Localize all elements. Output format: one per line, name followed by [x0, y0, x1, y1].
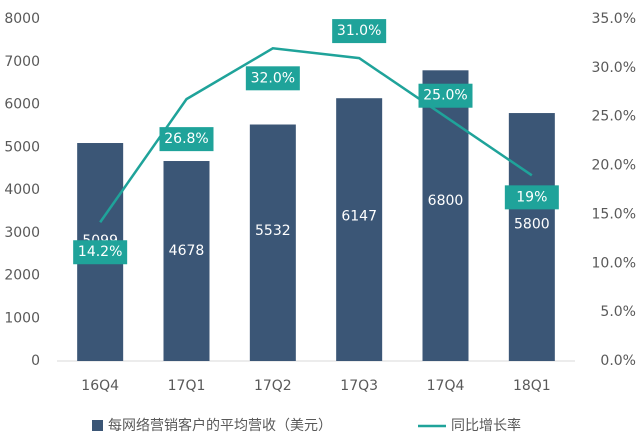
- x-tick-label: 17Q1: [168, 378, 206, 394]
- y-tick-label: 0: [31, 353, 40, 369]
- line-label-box: [159, 127, 214, 152]
- bar-value-label: 5532: [255, 223, 291, 239]
- line-value-label: 32.0%: [251, 70, 295, 86]
- y2-tick-label: 0.0%: [600, 353, 636, 369]
- x-tick-label: 17Q2: [254, 378, 292, 394]
- x-tick-label: 18Q1: [513, 378, 551, 394]
- bar: [249, 124, 296, 361]
- x-tick-label: 16Q4: [81, 378, 119, 394]
- y-tick-label: 1000: [4, 310, 40, 326]
- y2-tick-label: 10.0%: [592, 255, 636, 271]
- y-tick-label: 4000: [4, 182, 40, 198]
- line-value-label: 19%: [516, 189, 547, 205]
- y-tick-label: 5000: [4, 139, 40, 155]
- bar: [508, 113, 555, 361]
- line: [99, 47, 533, 223]
- line-value-label: 25.0%: [423, 88, 467, 104]
- y2-tick-label: 5.0%: [600, 304, 636, 320]
- y-tick-label: 6000: [4, 97, 40, 113]
- line-label-box: [332, 19, 387, 44]
- line-label-box: [418, 83, 473, 108]
- bar-value-label: 5800: [514, 217, 550, 233]
- y-tick-label: 3000: [4, 225, 40, 241]
- bar-value-label: 6800: [428, 193, 464, 209]
- y2-tick-label: 20.0%: [592, 158, 636, 174]
- line-label-box: [245, 66, 300, 91]
- line-label-box: [73, 240, 128, 265]
- bar-value-label: 6147: [341, 208, 377, 224]
- line-value-label: 31.0%: [337, 23, 381, 39]
- y2-tick-label: 35.0%: [592, 11, 636, 27]
- y2-tick-label: 30.0%: [592, 60, 636, 76]
- bar: [422, 70, 469, 362]
- x-tick-label: 17Q3: [340, 378, 378, 394]
- legend-label: 同比增长率: [451, 417, 521, 434]
- y2-tick-label: 15.0%: [592, 206, 636, 222]
- bar: [163, 161, 210, 361]
- line-value-label: 26.8%: [164, 131, 208, 147]
- y-tick-label: 7000: [4, 54, 40, 70]
- line-value-label: 14.2%: [78, 244, 122, 260]
- x-tick-label: 17Q4: [427, 378, 465, 394]
- legend-label: 每网络营销客户的平均营收（美元）: [108, 417, 332, 434]
- legend-swatch: [92, 420, 103, 431]
- bar-value-label: 4678: [169, 243, 205, 259]
- line-label-box: [504, 185, 559, 210]
- y2-tick-label: 25.0%: [592, 109, 636, 125]
- y-tick-label: 2000: [4, 268, 40, 284]
- bar: [336, 98, 383, 361]
- y-tick-label: 8000: [4, 11, 40, 27]
